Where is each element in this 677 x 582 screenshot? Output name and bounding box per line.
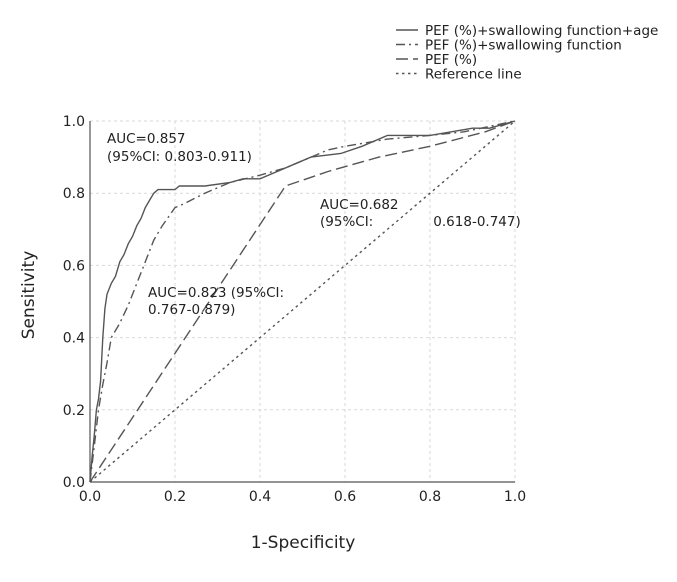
legend-label-0: PEF (%)+swallowing function+age (425, 23, 658, 39)
series-line-pef (89, 120, 516, 483)
y-tick-labels: 0.0 0.2 0.4 0.6 0.8 1.0 (63, 114, 85, 491)
x-tick-label-1: 0.2 (164, 489, 186, 505)
y-tick-label-0: 0.0 (63, 475, 85, 491)
y-tick-label-4: 0.8 (63, 186, 85, 202)
series-lines (89, 120, 516, 483)
gridlines (90, 120, 516, 482)
y-tick-label-1: 0.2 (63, 403, 85, 419)
series-line-pef-swallowing-function (89, 120, 516, 483)
x-tick-label-4: 0.8 (419, 489, 441, 505)
legend-label-1: PEF (%)+swallowing function (425, 38, 622, 54)
y-tick-label-2: 0.4 (63, 331, 85, 347)
x-tick-label-2: 0.4 (249, 489, 271, 505)
auc-annotation-full-model-line2: (95%CI: 0.803-0.911) (107, 149, 252, 165)
legend-label-2: PEF (%) (425, 52, 477, 68)
auc-annotations: AUC=0.857 (95%CI: 0.803-0.911) AUC=0.682… (107, 131, 521, 318)
x-axis-title: 1-Specificity (251, 533, 356, 553)
x-tick-label-0: 0.0 (79, 489, 101, 505)
y-tick-label-5: 1.0 (63, 114, 85, 130)
x-tick-label-5: 1.0 (504, 489, 526, 505)
auc-annotation-full-model-line1: AUC=0.857 (107, 131, 186, 147)
axes (89, 121, 515, 483)
auc-annotation-pef-line2: (95%CI: 0.618-0.747) (320, 214, 521, 230)
y-tick-label-3: 0.6 (63, 258, 85, 274)
y-axis-title: Sensitivity (19, 251, 39, 340)
series-line-pef-swallowing-function-age (89, 120, 516, 483)
x-tick-labels: 0.0 0.2 0.4 0.6 0.8 1.0 (79, 489, 526, 505)
x-tick-label-3: 0.6 (334, 489, 356, 505)
auc-annotation-pef-swallowing-line2: 0.767-0.879) (148, 302, 235, 318)
auc-annotation-pef-line1: AUC=0.682 (320, 197, 399, 213)
auc-annotation-pef-swallowing-line1: AUC=0.823 (95%CI: (148, 285, 284, 301)
legend-label-3: Reference line (425, 67, 522, 83)
